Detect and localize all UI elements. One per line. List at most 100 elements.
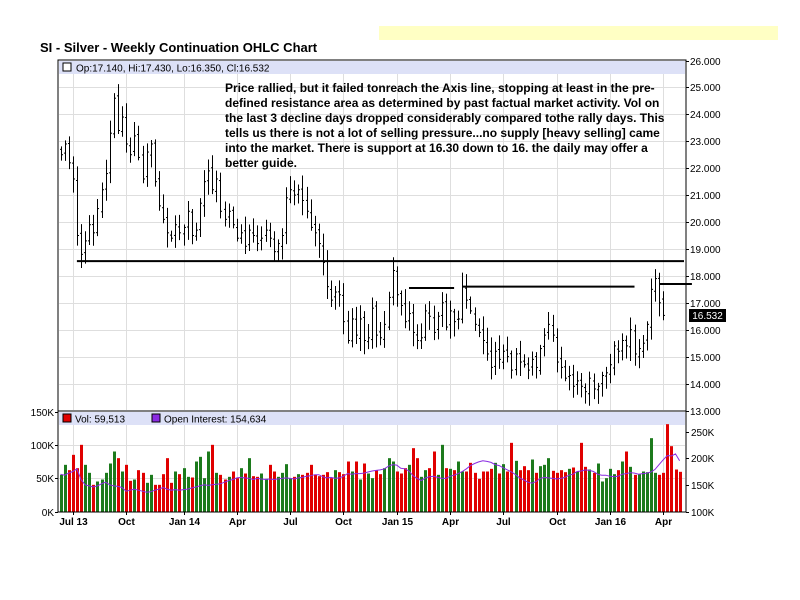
price-y-tick-label: 21.000 [690,191,721,202]
volume-bar [158,484,161,512]
annotation-line: Price rallied, but it failed tonreach th… [225,81,655,95]
x-tick-label: Jan 15 [382,517,414,528]
x-tick-label: Jul [283,517,298,528]
vol-legend-swatch [62,413,72,423]
volume-bar [207,451,210,512]
volume-bar [658,474,661,512]
x-tick-label: Apr [442,517,459,528]
volume-bar [634,474,637,512]
volume-legend-bar [59,412,685,425]
price-y-ticks: 13.000 14.000 15.000 16.000 17.000 18.000 19.0… [686,57,721,418]
volume-bar [76,468,79,512]
price-y-tick-label: 15.000 [690,353,721,364]
oi-y-tick-label: 250K [691,428,715,439]
volume-bar [162,474,165,512]
annotation-line: into the market. There is support at 16.… [225,141,648,155]
volume-bar [597,463,600,512]
volume-bar [101,479,104,512]
volume-bar [273,471,276,512]
vol-legend-label: Vol: 59,513 [75,415,125,426]
volume-bar [297,474,300,512]
annotation-line: defined resistance area as determined by… [225,96,659,110]
volume-bar [552,470,555,512]
volume-bar [679,471,682,512]
volume-bar [383,468,386,512]
volume-bar [133,479,136,512]
volume-bar [342,474,345,512]
volume-bar [174,471,177,512]
volume-bar [252,476,255,512]
volume-bar [330,478,333,512]
x-axis-ticks: Jul 13 Oct Jan 14 Apr Jul Oct Jan 15 Apr Jul Oct J… [59,512,672,528]
volume-bar [428,468,431,512]
volume-bar [306,472,309,512]
volume-bar [60,474,63,512]
open-interest-line [60,453,681,493]
volume-bar [572,467,575,512]
x-tick-label: Jul [496,517,511,528]
volume-bar [244,473,247,512]
volume-bar [605,478,608,512]
x-tick-label: Jul 13 [59,517,88,528]
volume-bar [424,470,427,512]
volume-bar [388,458,391,512]
chart-title: SI - Silver - Weekly Continuation OHLC C… [40,40,318,55]
x-tick-label: Oct [335,517,352,528]
volume-bar [170,482,173,512]
volume-bar [543,464,546,512]
volume-bar [199,456,202,512]
volume-bar [109,463,112,512]
volume-bar [531,459,534,512]
volume-y-ticks: 0K 50K 100K 150K [31,408,58,519]
volume-bar [379,474,382,512]
volume-bar [494,462,497,512]
volume-bar [64,464,67,512]
volume-y-tick-label: 100K [31,441,55,452]
volume-bar [219,474,222,512]
volume-bar [433,451,436,512]
volume-bar [461,471,464,512]
oi-legend-label: Open Interest: 154,634 [164,415,267,426]
volume-bar [228,476,231,512]
volume-bar [564,472,567,512]
volume-bar [240,468,243,512]
volume-bar [215,472,218,512]
volume-bar [178,474,181,512]
volume-bar [137,470,140,512]
volume-bars [60,424,682,512]
volume-bar [96,481,99,512]
x-tick-label: Jan 16 [595,517,627,528]
price-y-tick-label: 18.000 [690,272,721,283]
volume-bar [457,461,460,512]
price-grid [59,74,685,410]
volume-y-tick-label: 150K [31,408,55,419]
volume-bar [486,471,489,512]
volume-bar [72,454,75,512]
volume-bar [113,451,116,512]
volume-bar [142,472,145,512]
volume-bar [654,472,657,512]
volume-bar [588,469,591,512]
volume-bar [326,472,329,512]
volume-bar [322,474,325,512]
price-y-tick-label: 19.000 [690,245,721,256]
volume-bar [412,448,415,512]
volume-bar [638,474,641,512]
volume-bar [318,476,321,512]
volume-bar [400,473,403,512]
top-highlight-banner [379,26,778,40]
volume-bar [617,470,620,512]
volume-bar [650,438,653,512]
price-y-tick-label: 16.000 [690,326,721,337]
price-legend-bar [59,61,685,74]
volume-bar [68,470,71,512]
volume-bar [675,469,678,512]
volume-bar [125,464,128,512]
volume-bar [293,476,296,512]
volume-bar [416,458,419,512]
volume-bar [88,472,91,512]
ohlc-legend-label: Op:17.140, Hi:17.430, Lo:16.350, Cl:16.5… [76,64,270,75]
volume-bar [334,470,337,512]
price-y-tick-label: 20.000 [690,218,721,229]
